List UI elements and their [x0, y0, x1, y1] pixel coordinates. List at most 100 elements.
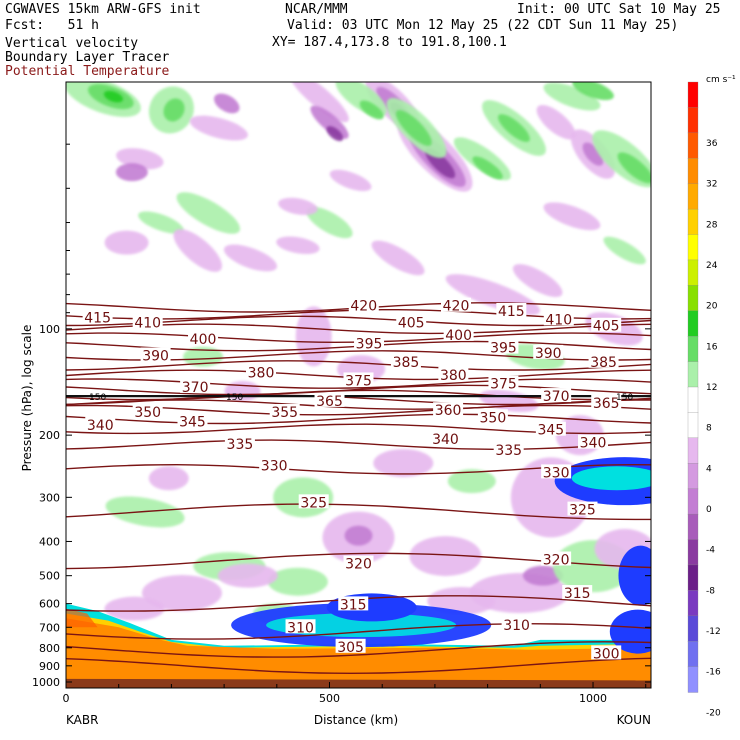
theta-label: 400 — [445, 328, 472, 344]
theta-label-bg — [493, 441, 524, 456]
colorbar-tick-label: 4 — [706, 464, 712, 474]
colorbar-tick-label: 32 — [706, 180, 717, 190]
y-tick-label: 600 — [39, 598, 60, 611]
theta-label: 415 — [84, 311, 111, 327]
theta-label-bg — [269, 404, 300, 419]
model-line: CGWAVES 15km ARW-GFS init — [5, 2, 201, 17]
y-tick-label: 1000 — [32, 676, 60, 689]
colorbar-swatch — [687, 310, 699, 337]
theta-label: 390 — [535, 346, 562, 362]
colorbar-swatch — [687, 132, 699, 159]
tracer-left-plume — [66, 608, 98, 628]
theta-label: 340 — [580, 436, 607, 452]
field-label-tracer: Boundary Layer Tracer — [5, 50, 170, 65]
theta-label: 300 — [593, 646, 620, 662]
w-shading-cell — [148, 466, 189, 491]
w-shading-cell — [189, 115, 248, 141]
w-shading-cell — [278, 197, 318, 215]
theta-label-bg — [591, 394, 622, 409]
theta-label-bg — [390, 353, 421, 368]
colorbar-swatch — [687, 463, 699, 490]
theta-label: 420 — [350, 299, 377, 315]
w-shading-cell — [395, 110, 432, 146]
colorbar-swatch — [687, 107, 699, 134]
theta-label-bg — [535, 421, 566, 436]
theta-label: 385 — [590, 355, 617, 371]
colorbar-tick-label: 0 — [706, 505, 712, 515]
right-endpoint-label: KOUN — [617, 713, 651, 727]
theta-label-bg — [488, 339, 519, 354]
tropopause-label: 150 — [226, 393, 243, 403]
theta-label-bg — [338, 596, 369, 611]
colorbar-tick-label: 24 — [706, 261, 718, 271]
theta-label: 420 — [443, 299, 470, 315]
theta-label: 350 — [134, 405, 161, 421]
theta-label: 305 — [337, 640, 364, 656]
theta-label-bg — [140, 347, 171, 362]
colorbar-swatch — [687, 81, 699, 109]
w-shading-cell — [104, 230, 149, 255]
theta-label: 315 — [564, 586, 591, 602]
theta-label: 410 — [545, 312, 572, 328]
theta-label: 405 — [593, 319, 620, 335]
organization: NCAR/MMM — [285, 2, 348, 17]
left-endpoint-label: KABR — [66, 713, 98, 727]
colorbar: 36 32 28 24 20 16 12 8 4 0 -4 -8 -12 -16 -20 — [687, 81, 721, 718]
colorbar-swatch — [687, 234, 699, 261]
theta-label-bg — [132, 404, 163, 419]
theta-label-bg — [188, 331, 219, 346]
theta-label: 365 — [316, 394, 343, 410]
y-tick-label: 800 — [39, 642, 60, 655]
colorbar-tick-label: 12 — [706, 383, 717, 393]
theta-label: 405 — [398, 316, 425, 332]
w-shading-cell — [176, 192, 241, 234]
theta-label-bg — [343, 555, 374, 570]
theta-label-bg — [488, 375, 519, 390]
x-tick-label: 1000 — [579, 692, 607, 705]
colorbar-swatch — [687, 615, 699, 642]
x-axis-title: Distance (km) — [314, 713, 398, 727]
theta-label: 390 — [142, 349, 169, 365]
colorbar-swatch — [687, 361, 699, 388]
w-shading-cell — [373, 449, 434, 478]
cross-section-endpoints: XY= 187.4,173.8 to 191.8,100.1 — [272, 35, 507, 50]
theta-label: 415 — [498, 304, 525, 320]
theta-label: 380 — [248, 366, 275, 382]
theta-label: 345 — [179, 415, 206, 431]
y-tick-label: 300 — [39, 491, 60, 504]
w-shading-cell — [344, 525, 373, 546]
colorbar-tick-label: -4 — [706, 546, 715, 556]
theta-contour — [66, 404, 651, 416]
colorbar-tick-label: -12 — [706, 627, 721, 637]
colorbar-swatch — [687, 412, 699, 439]
colorbar-tick-label: -16 — [706, 668, 721, 678]
theta-label: 385 — [393, 355, 420, 371]
terrain-ground — [66, 678, 651, 688]
theta-label-bg — [591, 317, 622, 332]
w-shading-cell — [104, 596, 165, 621]
theta-label: 340 — [432, 432, 459, 448]
theta-label: 395 — [356, 336, 383, 352]
colorbar-swatch — [687, 208, 699, 236]
w-shading-cell — [543, 202, 601, 231]
theta-label-bg — [541, 551, 572, 566]
theta-label-bg — [285, 619, 316, 634]
colorbar-swatch — [687, 488, 699, 515]
theta-label-bg — [298, 494, 329, 509]
theta-label-bg — [562, 585, 593, 600]
w-shading-cell — [472, 156, 503, 180]
theta-contour — [66, 503, 651, 521]
w-shading-cell — [617, 152, 651, 184]
theta-label: 315 — [340, 597, 367, 613]
colorbar-tick-label: 8 — [706, 424, 712, 434]
w-shading-cell — [276, 236, 320, 255]
tropopause-label: 150 — [616, 393, 633, 403]
colorbar-swatch — [687, 437, 699, 464]
colorbar-swatch — [687, 641, 699, 668]
y-tick-label: 400 — [39, 535, 60, 548]
colorbar-swatch — [687, 285, 699, 312]
theta-label: 375 — [345, 373, 372, 389]
theta-label-bg — [180, 378, 211, 393]
theta-label-bg — [314, 392, 345, 407]
